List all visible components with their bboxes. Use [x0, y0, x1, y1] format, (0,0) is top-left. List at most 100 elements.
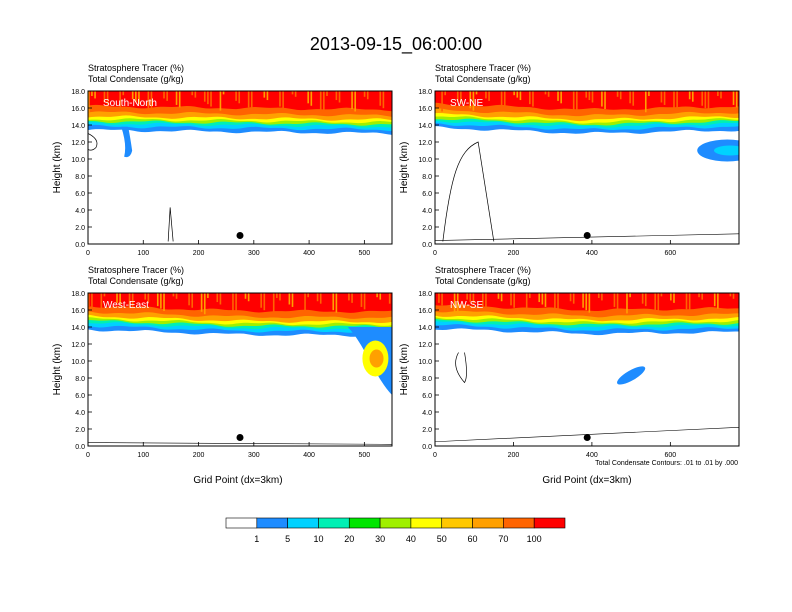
tracer-streak	[660, 293, 663, 297]
tracer-streak	[131, 293, 134, 312]
tracer-streak	[444, 91, 446, 96]
colorbar-label: 100	[527, 534, 542, 544]
tracer-streak	[88, 91, 90, 113]
tracer-streak	[147, 91, 150, 109]
tracer-streak	[720, 91, 722, 99]
plot-area	[435, 91, 739, 244]
tracer-streak	[291, 293, 294, 307]
x-tick-label: 100	[137, 452, 149, 459]
center-point-marker	[583, 232, 591, 239]
panel-label: South-North	[103, 98, 157, 109]
x-tick-label: 0	[433, 452, 437, 459]
tracer-streak	[629, 91, 631, 104]
tracer-streak	[335, 91, 338, 101]
colorbar-label: 30	[375, 534, 385, 544]
tracer-streak	[569, 293, 572, 302]
x-tick-label: 100	[137, 250, 149, 257]
tracer-streak	[100, 293, 103, 313]
y-axis-label: Height (km)	[52, 344, 63, 396]
tracer-streak	[191, 293, 194, 308]
tracer-streak	[279, 293, 281, 301]
tracer-streak	[525, 293, 528, 315]
tracer-streak	[488, 91, 490, 101]
tracer-streak	[166, 91, 168, 101]
tracer-blob-core	[713, 145, 739, 156]
tracer-streak	[644, 293, 647, 307]
condensate-contour	[442, 141, 495, 242]
tracer-streak	[673, 91, 675, 109]
tracer-streak	[629, 293, 631, 298]
tracer-streak	[135, 91, 137, 102]
tracer-streak	[557, 293, 559, 314]
y-tick-label: 10.0	[71, 157, 85, 164]
colorbar-swatch	[533, 517, 566, 529]
tracer-streak	[379, 91, 382, 106]
colorbar-swatch	[379, 517, 412, 529]
x-tick-label: 400	[586, 250, 598, 257]
tracer-streak	[351, 91, 353, 109]
tracer-streak	[453, 293, 456, 312]
tracer-streak	[307, 91, 309, 104]
x-axis-label-right: Grid Point (dx=3km)	[542, 475, 631, 486]
panel-label: SW-NE	[450, 98, 483, 109]
tracer-streak	[338, 91, 341, 103]
tracer-streak	[203, 91, 206, 102]
tracer-streak	[103, 91, 106, 103]
tracer-streak	[503, 91, 506, 110]
y-tick-label: 12.0	[71, 140, 85, 147]
panel-title-tracer: Stratosphere Tracer (%)	[88, 265, 184, 275]
tracer-intrusion	[121, 126, 133, 158]
tracer-band-7	[435, 91, 739, 110]
y-tick-label: 16.0	[71, 106, 85, 113]
tracer-streak	[732, 91, 735, 105]
tracer-streak	[366, 91, 369, 100]
y-tick-label: 6.0	[75, 191, 85, 198]
tracer-streak	[500, 293, 503, 302]
tracer-streak	[588, 91, 591, 101]
tracer-streak	[557, 91, 559, 101]
tracer-streak	[729, 293, 732, 297]
tracer-streak	[735, 91, 738, 108]
plot-area	[88, 91, 392, 244]
tracer-blob	[617, 366, 646, 385]
tracer-streak	[235, 91, 237, 101]
tracer-streak	[282, 91, 284, 109]
tracer-streak	[323, 91, 325, 113]
tracer-streak	[704, 91, 707, 109]
y-tick-label: 6.0	[75, 393, 85, 400]
tracer-streak	[175, 293, 178, 299]
y-tick-label: 2.0	[422, 427, 432, 434]
tracer-streak	[260, 293, 262, 308]
y-tick-label: 14.0	[418, 325, 432, 332]
tracer-plume-center	[369, 349, 384, 368]
y-tick-label: 16.0	[418, 308, 432, 315]
tracer-streak	[485, 91, 487, 99]
tracer-streak	[538, 293, 541, 303]
tracer-streak	[472, 293, 475, 305]
y-tick-label: 4.0	[75, 208, 85, 215]
panels: Stratosphere Tracer (%)Total Condensate …	[52, 63, 740, 459]
tracer-streak	[207, 91, 209, 105]
panel-features	[88, 126, 174, 242]
y-tick-label: 18.0	[71, 291, 85, 298]
tracer-streak	[613, 293, 616, 307]
tracer-streak	[591, 91, 594, 103]
tracer-streak	[88, 293, 90, 307]
x-tick-label: 500	[359, 250, 371, 257]
tracer-streak	[388, 293, 391, 304]
plot-frame	[87, 292, 393, 447]
tracer-streak	[460, 91, 462, 105]
tracer-streak	[247, 91, 250, 108]
colorbar-swatch	[410, 517, 443, 529]
panel-features	[435, 139, 739, 242]
tracer-streak	[207, 293, 209, 298]
tracer-streak	[147, 293, 150, 303]
tracer-streak	[310, 91, 313, 106]
x-tick-label: 400	[303, 452, 315, 459]
tracer-streak	[319, 293, 322, 304]
x-tick-label: 200	[508, 250, 520, 257]
tracer-streak	[232, 293, 234, 311]
tracer-streak	[250, 91, 253, 110]
tracer-streak	[713, 293, 716, 307]
x-tick-label: 600	[665, 452, 677, 459]
